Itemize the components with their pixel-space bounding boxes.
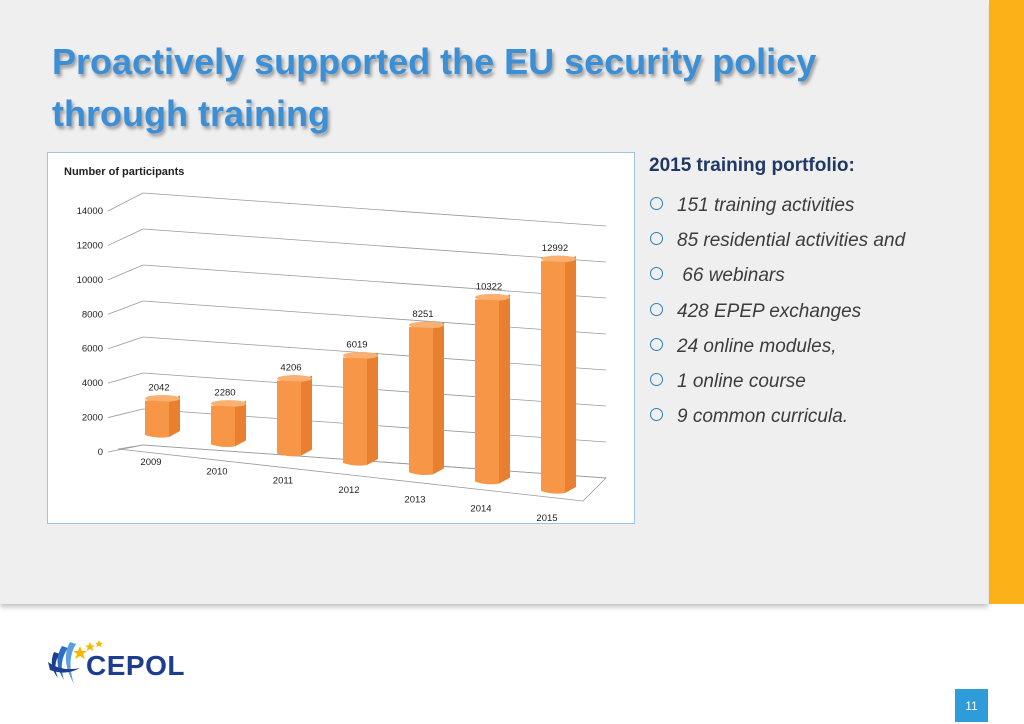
cepol-logo-icon [48, 640, 103, 684]
grid-line [107, 228, 144, 246]
bar-top [277, 375, 312, 383]
y-tick-label: 4000 [82, 378, 103, 389]
x-tick-label: 2012 [338, 485, 359, 496]
list-item: 1 online course [649, 367, 969, 402]
portfolio-list: 151 training activities 85 residential a… [649, 191, 969, 437]
list-item: 9 common curricula. [649, 402, 969, 437]
bar-side [169, 395, 180, 437]
bar-top [145, 395, 180, 403]
x-tick-label: 2013 [404, 494, 425, 505]
data-label: 2042 [148, 383, 169, 394]
bar-top [475, 293, 510, 301]
grid-line [107, 336, 144, 350]
circle-bullet-icon [650, 267, 663, 281]
y-tick-label: 14000 [77, 206, 103, 217]
grid-line [107, 264, 144, 281]
list-item: 85 residential activities and [649, 226, 969, 261]
side-accent-bar [989, 0, 1024, 604]
x-tick-label: 2015 [536, 513, 557, 523]
bar [145, 400, 169, 438]
grid-line [107, 408, 144, 418]
grid-line [107, 300, 144, 315]
bar-top [211, 400, 246, 408]
x-tick-label: 2014 [470, 504, 491, 515]
logo-text: CEPOL [86, 650, 185, 681]
circle-bullet-icon [650, 408, 663, 422]
circle-bullet-icon [650, 197, 663, 210]
data-label: 4206 [280, 363, 301, 374]
portfolio-heading: 2015 training portfolio: [649, 155, 855, 176]
page-number-badge: 11 [955, 689, 988, 722]
data-label: 6019 [346, 340, 367, 351]
grid-line [142, 264, 607, 299]
grid-line [142, 192, 607, 227]
data-label: 8251 [412, 309, 433, 320]
circle-bullet-icon [650, 302, 663, 316]
bar [541, 261, 565, 494]
bar-side [499, 294, 510, 484]
slide-title: Proactively supported the EU security po… [52, 41, 817, 134]
bar [211, 405, 235, 447]
bar-side [301, 375, 312, 456]
list-item: 24 online modules, [649, 332, 969, 367]
bar-top [409, 321, 444, 329]
circle-bullet-icon [650, 232, 663, 246]
bar-top [541, 255, 576, 263]
bar-side [367, 352, 378, 465]
bar-top [343, 352, 378, 360]
x-tick-label: 2009 [140, 457, 161, 468]
data-label: 12992 [542, 243, 568, 254]
circle-bullet-icon [650, 337, 663, 351]
grid-line [107, 372, 144, 384]
grid-line [142, 300, 607, 335]
y-tick-label: 0 [98, 447, 103, 458]
bar-side [433, 321, 444, 475]
grid-line [142, 228, 607, 263]
list-item: 66 webinars [649, 261, 969, 296]
data-label: 10322 [476, 281, 502, 292]
bar [409, 326, 433, 475]
grid-line [107, 192, 144, 212]
circle-bullet-icon [650, 372, 663, 386]
bar-side [565, 256, 576, 493]
bar [343, 357, 367, 466]
y-tick-label: 6000 [82, 344, 103, 355]
chart-floor [117, 444, 607, 502]
x-tick-label: 2010 [206, 466, 227, 477]
training-portfolio: 2015 training portfolio: 151 training ac… [649, 155, 969, 437]
list-item: 151 training activities [649, 191, 969, 226]
y-tick-label: 10000 [77, 275, 103, 286]
x-tick-label: 2011 [273, 476, 293, 487]
chart-title: Number of participants [64, 166, 184, 178]
participants-chart: Number of participants 0 2000 4000 6000 8000… [47, 152, 635, 524]
list-item: 428 EPEP exchanges [649, 297, 969, 332]
bar [277, 380, 301, 457]
bar [475, 299, 499, 485]
y-tick-label: 12000 [77, 240, 103, 251]
data-label: 2280 [214, 388, 235, 399]
y-tick-label: 8000 [82, 309, 103, 320]
chart-canvas: Number of participants 0 2000 4000 6000 8000… [64, 166, 607, 523]
y-tick-label: 2000 [82, 413, 103, 424]
bar-side [235, 400, 246, 447]
